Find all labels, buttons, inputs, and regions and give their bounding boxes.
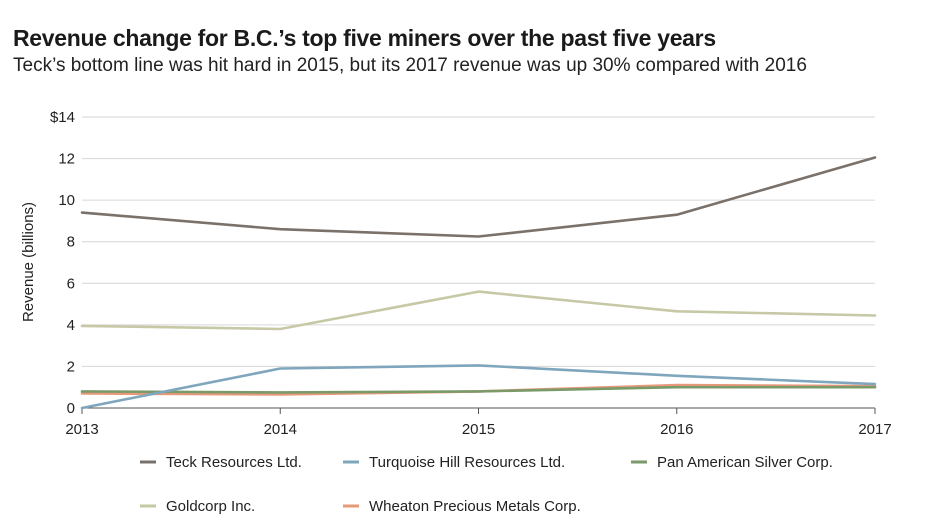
legend-label: Turquoise Hill Resources Ltd. (369, 454, 565, 471)
series-line (80, 156, 877, 238)
x-tick-label: 2015 (462, 421, 495, 438)
x-tick-label: 2017 (858, 421, 891, 438)
series-line (80, 364, 877, 410)
y-tick-label: 0 (67, 400, 75, 417)
series-line (80, 385, 877, 394)
legend-label: Wheaton Precious Metals Corp. (369, 498, 581, 515)
series-line (80, 290, 877, 331)
y-tick-label: 12 (58, 151, 75, 168)
y-tick-label: $14 (50, 109, 75, 126)
x-tick-label: 2014 (264, 421, 297, 438)
y-axis-label: Revenue (billions) (20, 202, 37, 322)
y-tick-label: 4 (67, 317, 75, 334)
x-tick-label: 2013 (65, 421, 98, 438)
y-tick-label: 2 (67, 358, 75, 375)
chart-title: Revenue change for B.C.’s top five miner… (13, 25, 716, 51)
y-tick-label: 10 (58, 192, 75, 209)
legend-label: Goldcorp Inc. (166, 498, 255, 515)
legend-label: Pan American Silver Corp. (657, 454, 833, 471)
legend-label: Teck Resources Ltd. (166, 454, 302, 471)
y-tick-label: 8 (67, 234, 75, 251)
y-tick-label: 6 (67, 275, 75, 292)
x-tick-label: 2016 (660, 421, 693, 438)
chart-subtitle: Teck’s bottom line was hit hard in 2015,… (13, 55, 807, 76)
